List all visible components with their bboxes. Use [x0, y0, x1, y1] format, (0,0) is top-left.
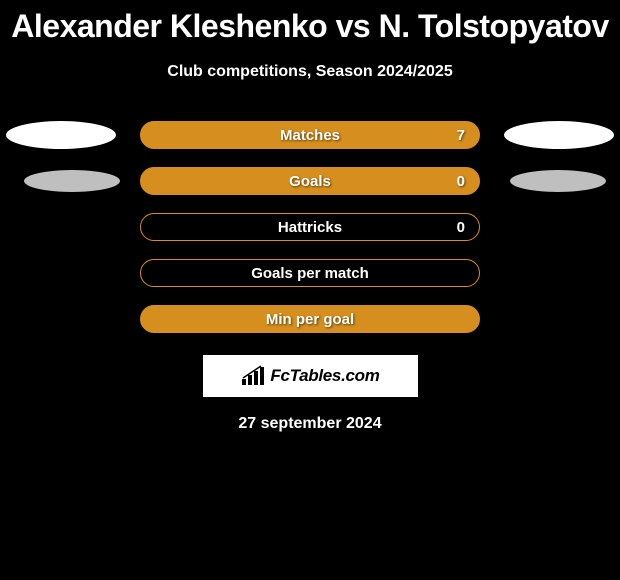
stat-value: 0	[457, 219, 465, 236]
season-subtitle: Club competitions, Season 2024/2025	[0, 63, 620, 81]
snapshot-date: 27 september 2024	[0, 415, 620, 433]
right-marker-ellipse	[504, 121, 614, 149]
bar-chart-icon	[240, 365, 266, 387]
stat-label: Goals	[289, 173, 331, 190]
fctables-logo: FcTables.com	[203, 355, 418, 397]
stat-row-hattricks: Hattricks 0	[0, 213, 620, 241]
comparison-title: Alexander Kleshenko vs N. Tolstopyatov	[0, 0, 620, 45]
stat-label: Min per goal	[266, 311, 354, 328]
stat-bar: Goals per match	[140, 259, 480, 287]
right-marker-ellipse	[510, 170, 606, 192]
stat-label: Hattricks	[278, 219, 342, 236]
stat-row-goals-per-match: Goals per match	[0, 259, 620, 287]
stat-bar: Matches 7	[140, 121, 480, 149]
logo-text: FcTables.com	[270, 366, 379, 386]
stat-bar: Min per goal	[140, 305, 480, 333]
left-marker-ellipse	[6, 121, 116, 149]
stat-row-min-per-goal: Min per goal	[0, 305, 620, 333]
stat-bars-container: Matches 7 Goals 0 Hattricks 0 Goals per …	[0, 121, 620, 333]
stat-row-matches: Matches 7	[0, 121, 620, 149]
left-marker-ellipse	[24, 170, 120, 192]
stat-label: Goals per match	[251, 265, 369, 282]
stat-bar: Goals 0	[140, 167, 480, 195]
stat-row-goals: Goals 0	[0, 167, 620, 195]
stat-value: 0	[457, 173, 465, 190]
stat-label: Matches	[280, 127, 340, 144]
stat-value: 7	[457, 127, 465, 144]
stat-bar: Hattricks 0	[140, 213, 480, 241]
